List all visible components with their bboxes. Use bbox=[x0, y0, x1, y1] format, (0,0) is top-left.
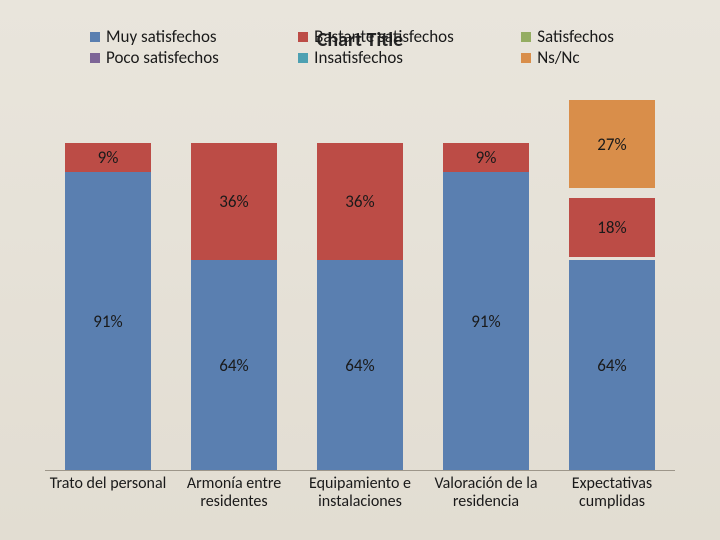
stacked-bar: 91% 9% bbox=[443, 143, 529, 470]
legend-label: Satisfechos bbox=[537, 26, 614, 47]
x-axis-label: Valoración de la residencia bbox=[423, 475, 549, 512]
x-axis-label: Armonía entre residentes bbox=[171, 475, 297, 512]
bar-segment-bastante: 9% bbox=[65, 143, 151, 172]
legend-item-nsnc: Ns/Nc bbox=[521, 47, 650, 68]
bar-column: 91% 9% bbox=[423, 143, 549, 470]
legend-swatch-nsnc bbox=[521, 53, 531, 63]
segment-value-label: 91% bbox=[471, 311, 500, 332]
legend: Muy satisfechos Bastante satisfechos Sat… bbox=[90, 26, 650, 68]
stacked-bar-chart: Chart Title Muy satisfechos Bastante sat… bbox=[0, 0, 720, 540]
segment-value-label: 64% bbox=[219, 355, 248, 376]
legend-swatch-satis bbox=[521, 32, 531, 42]
bar-segment-muy: 91% bbox=[65, 172, 151, 470]
legend-item-satis: Satisfechos bbox=[521, 26, 650, 47]
bar-segment-muy: 91% bbox=[443, 172, 529, 470]
segment-value-label: 18% bbox=[597, 217, 626, 238]
legend-row-2: Poco satisfechos Insatisfechos Ns/Nc bbox=[90, 47, 650, 68]
segment-value-label: 9% bbox=[476, 147, 497, 168]
segment-spacer bbox=[569, 257, 655, 260]
legend-swatch-insatis bbox=[298, 53, 308, 63]
legend-label: Insatisfechos bbox=[314, 47, 403, 68]
legend-label: Muy satisfechos bbox=[106, 26, 217, 47]
bar-segment-muy: 64% bbox=[317, 260, 403, 470]
bar-segment-bastante: 36% bbox=[317, 143, 403, 261]
bar-column: 64% 36% bbox=[171, 143, 297, 470]
bar-segment-muy: 64% bbox=[569, 260, 655, 470]
bar-segment-nsnc: 27% bbox=[569, 100, 655, 188]
stacked-bar: 64% 36% bbox=[317, 143, 403, 470]
x-axis-label: Equipamiento e instalaciones bbox=[297, 475, 423, 512]
legend-label: Ns/Nc bbox=[537, 47, 579, 68]
legend-item-muy: Muy satisfechos bbox=[90, 26, 288, 47]
stacked-bar: 64% 36% bbox=[191, 143, 277, 470]
segment-spacer bbox=[569, 188, 655, 198]
x-axis-labels: Trato del personalArmonía entre resident… bbox=[45, 475, 675, 512]
segment-value-label: 91% bbox=[93, 311, 122, 332]
bar-segment-muy: 64% bbox=[191, 260, 277, 470]
bar-segment-bastante: 18% bbox=[569, 198, 655, 257]
segment-value-label: 36% bbox=[345, 191, 374, 212]
legend-row-1: Muy satisfechos Bastante satisfechos Sat… bbox=[90, 26, 650, 47]
legend-item-poco: Poco satisfechos bbox=[90, 47, 288, 68]
bar-column: 91% 9% bbox=[45, 143, 171, 470]
bar-column: 64% 36% bbox=[297, 143, 423, 470]
segment-value-label: 27% bbox=[597, 134, 626, 155]
bar-segment-bastante: 36% bbox=[191, 143, 277, 261]
segment-value-label: 36% bbox=[219, 191, 248, 212]
bar-segment-bastante: 9% bbox=[443, 143, 529, 172]
legend-label: Bastante satisfechos bbox=[314, 26, 454, 47]
segment-value-label: 64% bbox=[345, 355, 374, 376]
x-axis-label: Expectativas cumplidas bbox=[549, 475, 675, 512]
bar-column: 64% 18% 27% bbox=[549, 100, 675, 470]
plot-area: 91% 9% 64% 36% 64% 36% 91% 9% 64% 18% 27% bbox=[45, 100, 675, 471]
segment-value-label: 64% bbox=[597, 355, 626, 376]
stacked-bar: 91% 9% bbox=[65, 143, 151, 470]
legend-swatch-muy bbox=[90, 32, 100, 42]
segment-value-label: 9% bbox=[98, 147, 119, 168]
stacked-bar: 64% 18% 27% bbox=[569, 100, 655, 470]
legend-item-insatis: Insatisfechos bbox=[298, 47, 511, 68]
legend-label: Poco satisfechos bbox=[106, 47, 219, 68]
legend-swatch-poco bbox=[90, 53, 100, 63]
legend-item-bastante: Bastante satisfechos bbox=[298, 26, 511, 47]
legend-swatch-bastante bbox=[298, 32, 308, 42]
x-axis-label: Trato del personal bbox=[45, 475, 171, 512]
